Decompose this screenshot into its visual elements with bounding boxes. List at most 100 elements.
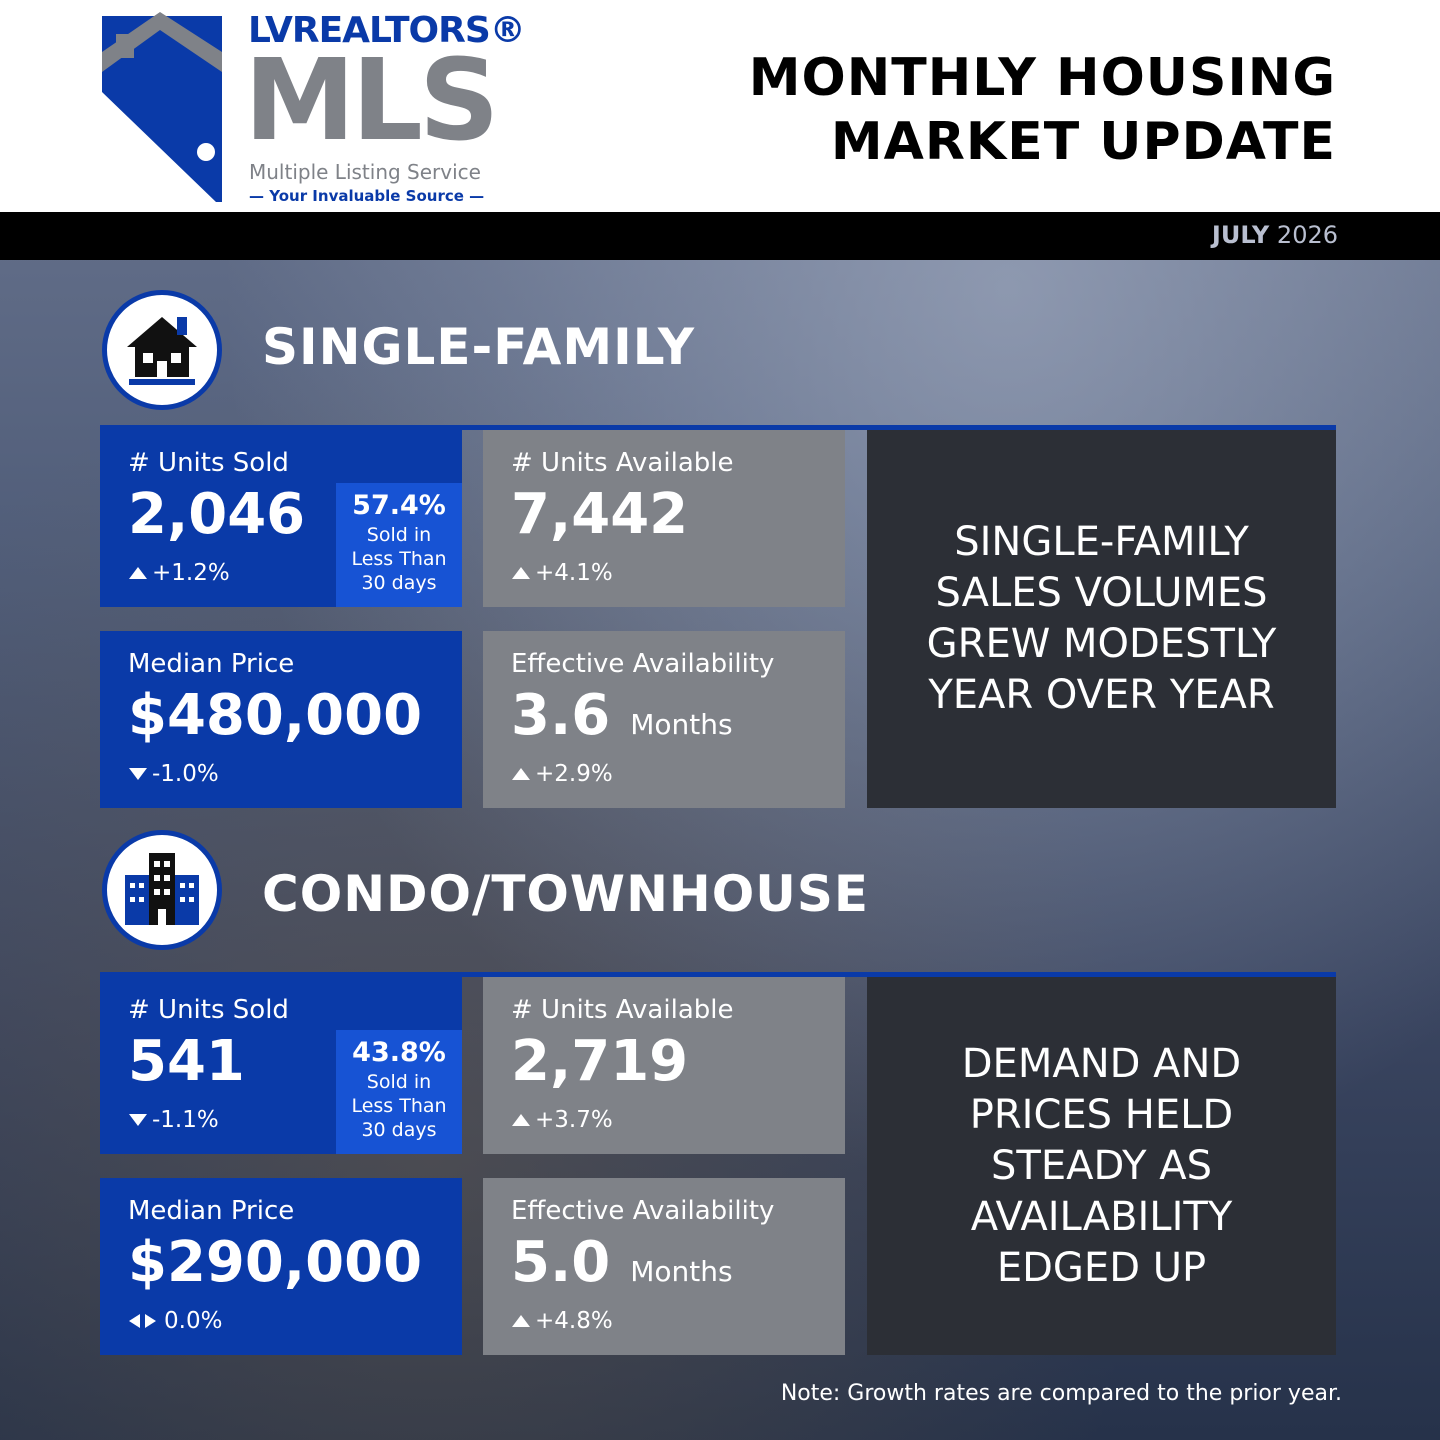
stat-value: $290,000: [128, 1230, 422, 1295]
summary-line: STEADY AS: [991, 1142, 1212, 1189]
summary-line: DEMAND AND: [961, 1040, 1242, 1087]
trend-arrow: [129, 768, 147, 780]
sold-fast: 43.8% Sold in Less Than 30 days: [336, 1030, 462, 1154]
stat-value: 2,719: [511, 1029, 688, 1094]
trend-arrow: [129, 1114, 147, 1126]
accent-line: [100, 972, 1336, 977]
summary-line: EDGED UP: [996, 1244, 1207, 1291]
stat-value: 2,046: [128, 482, 305, 547]
stat-change: +4.1%: [511, 560, 613, 586]
stat-number: 7,442: [511, 482, 689, 547]
summary-line: YEAR OVER YEAR: [928, 672, 1275, 718]
stat-value: 7,442: [511, 482, 688, 547]
trend-arrow: [512, 567, 530, 579]
trend-arrow: [512, 1114, 530, 1126]
stat-label: Median Price: [128, 649, 295, 679]
stat-change: +2.9%: [511, 761, 613, 787]
building-glyph: [125, 853, 199, 925]
stat-number: 3.6: [511, 683, 611, 748]
stat-number: 2,719: [511, 1029, 689, 1094]
stat-value: $480,000: [128, 683, 422, 748]
stat-change: 0.0%: [128, 1308, 222, 1334]
stat-label: Effective Availability: [511, 649, 775, 679]
sold-fast: 57.4% Sold in Less Than 30 days: [336, 483, 462, 607]
stat-change: -1.0%: [128, 761, 219, 787]
stat-unit: Months: [630, 1255, 733, 1288]
stat-change: -1.1%: [128, 1107, 219, 1133]
page-title: MARKET UPDATE: [830, 112, 1336, 172]
stat-number: 541: [128, 1029, 245, 1094]
summary-line: GREW MODESTLY: [926, 621, 1277, 667]
accent-line: [100, 425, 1336, 430]
change-value: +3.7%: [535, 1107, 613, 1133]
logo-brand: LVREALTORS®: [248, 10, 526, 51]
house-icon: [102, 290, 222, 410]
page-title: MONTHLY HOUSING: [748, 48, 1336, 108]
stat-number: 5.0: [511, 1230, 611, 1295]
change-value: -1.1%: [152, 1107, 219, 1133]
sold-fast-text: Sold in: [366, 524, 432, 546]
stat-card: # Units Available 2,719 +3.7%: [483, 977, 845, 1154]
summary: DEMAND AND PRICES HELD STEADY AS AVAILABILI…: [867, 977, 1336, 1355]
stat-value: 5.0 Months: [511, 1230, 733, 1295]
logo-tagline: — Your Invaluable Source —: [249, 187, 485, 205]
sold-fast-pct: 57.4%: [352, 490, 446, 521]
section-title: SINGLE-FAMILY: [262, 318, 696, 376]
logo-mls: MLS: [244, 36, 499, 166]
sold-fast-text: 30 days: [361, 1119, 437, 1141]
sold-fast-text: Less Than: [351, 1095, 447, 1117]
stat-card: Effective Availability 3.6 Months +2.9%: [483, 631, 845, 808]
stat-label: Median Price: [128, 1196, 295, 1226]
trend-arrow: [129, 567, 147, 579]
change-value: +2.9%: [535, 761, 613, 787]
building-icon: [102, 830, 222, 950]
summary-line: PRICES HELD: [969, 1091, 1234, 1138]
stat-label: # Units Sold: [128, 995, 289, 1025]
month: JULY: [1211, 221, 1270, 249]
stat-unit: Months: [630, 708, 733, 741]
year: 2026: [1276, 221, 1338, 249]
change-value: +4.1%: [535, 560, 613, 586]
house-glyph: [127, 317, 197, 385]
note: Note: Growth rates are compared to the p…: [780, 1381, 1342, 1406]
stat-label: # Units Sold: [128, 448, 289, 478]
stat-label: Effective Availability: [511, 1196, 775, 1226]
stat-change: +4.8%: [511, 1308, 613, 1334]
stat-label: # Units Available: [511, 448, 734, 478]
stat-number: 2,046: [128, 482, 306, 547]
stat-card: Median Price $480,000 -1.0%: [100, 631, 462, 808]
date: JULY 2026: [1212, 221, 1338, 249]
stat-change: +3.7%: [511, 1107, 613, 1133]
summary-line: AVAILABILITY: [970, 1193, 1233, 1240]
change-value: -1.0%: [152, 761, 219, 787]
sold-fast-pct: 43.8%: [352, 1037, 446, 1068]
section-title: CONDO/TOWNHOUSE: [262, 865, 870, 923]
stat-value: 541: [128, 1029, 245, 1094]
stat-card: Effective Availability 5.0 Months +4.8%: [483, 1178, 845, 1355]
logo-line: Multiple Listing Service: [249, 160, 481, 184]
trend-arrow: [512, 768, 530, 780]
stat-change: +1.2%: [128, 560, 230, 586]
stat-label: # Units Available: [511, 995, 734, 1025]
change-value: 0.0%: [164, 1308, 223, 1334]
header: LVREALTORS® MLS Multiple Listing Service…: [0, 0, 1440, 212]
change-value: +1.2%: [152, 560, 230, 586]
stat-card: Median Price $290,000 0.0%: [100, 1178, 462, 1355]
stat-number: $290,000: [128, 1230, 423, 1295]
stat-value: 3.6 Months: [511, 683, 733, 748]
stat-card: # Units Sold 2,046 +1.2% 57.4% Sold in Less T…: [100, 430, 462, 607]
sold-fast-text: 30 days: [361, 572, 437, 594]
summary: SINGLE-FAMILY SALES VOLUMES GREW MODESTLY Y…: [867, 430, 1336, 808]
date-bar: JULY 2026: [0, 212, 1440, 260]
trend-arrow: [129, 1314, 156, 1328]
change-value: +4.8%: [535, 1308, 613, 1334]
trend-arrow: [512, 1315, 530, 1327]
logo-mark: [102, 12, 222, 202]
stat-card: # Units Available 7,442 +4.1%: [483, 430, 845, 607]
sold-fast-text: Less Than: [351, 548, 447, 570]
stat-card: # Units Sold 541 -1.1% 43.8% Sold in Less Tha…: [100, 977, 462, 1154]
sold-fast-text: Sold in: [366, 1071, 432, 1093]
stat-number: $480,000: [128, 683, 423, 748]
summary-line: SINGLE-FAMILY: [954, 519, 1249, 565]
